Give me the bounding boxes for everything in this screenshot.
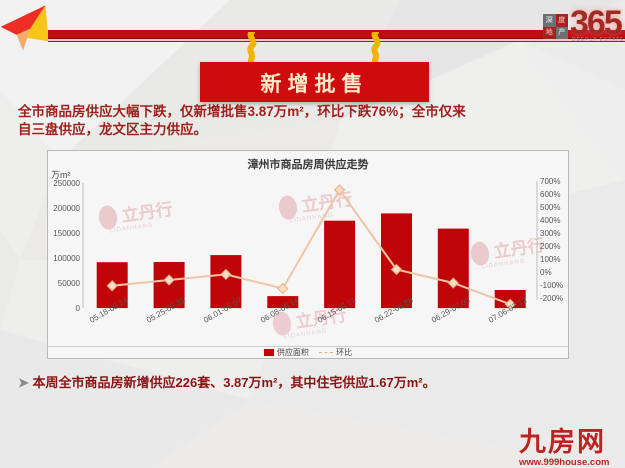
svg-text:200%: 200% <box>540 242 560 251</box>
svg-text:300%: 300% <box>540 229 560 238</box>
svg-text:600%: 600% <box>540 190 560 199</box>
svg-text:500%: 500% <box>540 203 560 212</box>
svg-text:250000: 250000 <box>53 179 80 188</box>
svg-text:0%: 0% <box>540 268 552 277</box>
svg-text:700%: 700% <box>540 177 560 186</box>
svg-text:200000: 200000 <box>53 204 80 213</box>
svg-text:-200%: -200% <box>540 294 563 303</box>
svg-text:150000: 150000 <box>53 229 80 238</box>
svg-text:100%: 100% <box>540 255 560 264</box>
svg-text:100000: 100000 <box>53 254 80 263</box>
svg-text:-100%: -100% <box>540 281 563 290</box>
svg-text:400%: 400% <box>540 216 560 225</box>
svg-text:50000: 50000 <box>58 279 81 288</box>
